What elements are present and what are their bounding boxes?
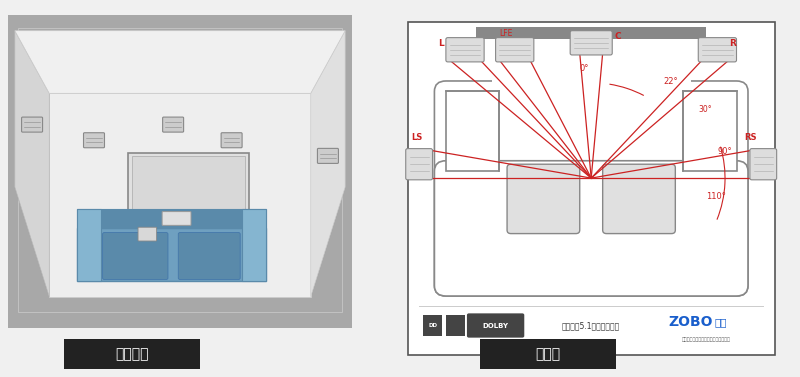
FancyBboxPatch shape (162, 211, 191, 225)
FancyBboxPatch shape (507, 164, 580, 234)
Text: 俯视图: 俯视图 (535, 347, 561, 362)
Polygon shape (15, 31, 50, 297)
FancyBboxPatch shape (162, 117, 184, 132)
FancyBboxPatch shape (698, 38, 737, 62)
Text: 110°: 110° (706, 192, 726, 201)
FancyBboxPatch shape (22, 117, 42, 132)
Polygon shape (50, 93, 310, 297)
FancyBboxPatch shape (446, 38, 484, 62)
Text: RS: RS (744, 133, 757, 142)
Polygon shape (77, 228, 266, 281)
Polygon shape (15, 187, 345, 297)
Text: 三维展示: 三维展示 (115, 347, 149, 362)
FancyBboxPatch shape (570, 31, 612, 55)
Text: DOLBY: DOLBY (482, 322, 509, 328)
Text: L: L (438, 39, 444, 48)
FancyBboxPatch shape (83, 133, 105, 148)
FancyBboxPatch shape (434, 161, 748, 296)
Bar (477, 27, 706, 39)
FancyBboxPatch shape (221, 133, 242, 148)
Text: R: R (729, 39, 736, 48)
Text: 0°: 0° (580, 64, 589, 73)
Text: 22°: 22° (664, 77, 678, 86)
Text: 90°: 90° (718, 147, 732, 156)
Bar (132, 156, 246, 225)
Bar (128, 153, 249, 228)
Bar (446, 315, 465, 336)
FancyBboxPatch shape (434, 81, 748, 296)
Text: 卓邦: 卓邦 (715, 317, 727, 327)
FancyBboxPatch shape (750, 149, 777, 180)
FancyBboxPatch shape (318, 149, 338, 163)
FancyBboxPatch shape (178, 233, 240, 279)
Text: DD: DD (428, 323, 437, 328)
Text: C: C (614, 32, 621, 41)
Bar (423, 315, 442, 336)
Polygon shape (310, 31, 345, 297)
Polygon shape (242, 209, 266, 281)
FancyBboxPatch shape (406, 149, 433, 180)
Text: 全国领先的专业音视频系统集成服务商: 全国领先的专业音视频系统集成服务商 (682, 337, 730, 342)
Bar (683, 91, 737, 171)
FancyBboxPatch shape (102, 233, 168, 279)
FancyBboxPatch shape (138, 227, 157, 241)
Text: ZOBO: ZOBO (668, 315, 713, 329)
Polygon shape (77, 209, 266, 228)
Text: LS: LS (411, 133, 422, 142)
Polygon shape (77, 209, 101, 281)
Bar (492, 74, 690, 171)
Text: LFE: LFE (499, 29, 513, 38)
Text: 30°: 30° (698, 105, 712, 114)
Polygon shape (15, 31, 345, 93)
FancyBboxPatch shape (467, 313, 524, 338)
FancyBboxPatch shape (496, 38, 534, 62)
Bar (446, 91, 499, 171)
FancyBboxPatch shape (602, 164, 675, 234)
Text: 杜比建议5.1声道音箱摆位: 杜比建议5.1声道音箱摆位 (562, 321, 620, 330)
